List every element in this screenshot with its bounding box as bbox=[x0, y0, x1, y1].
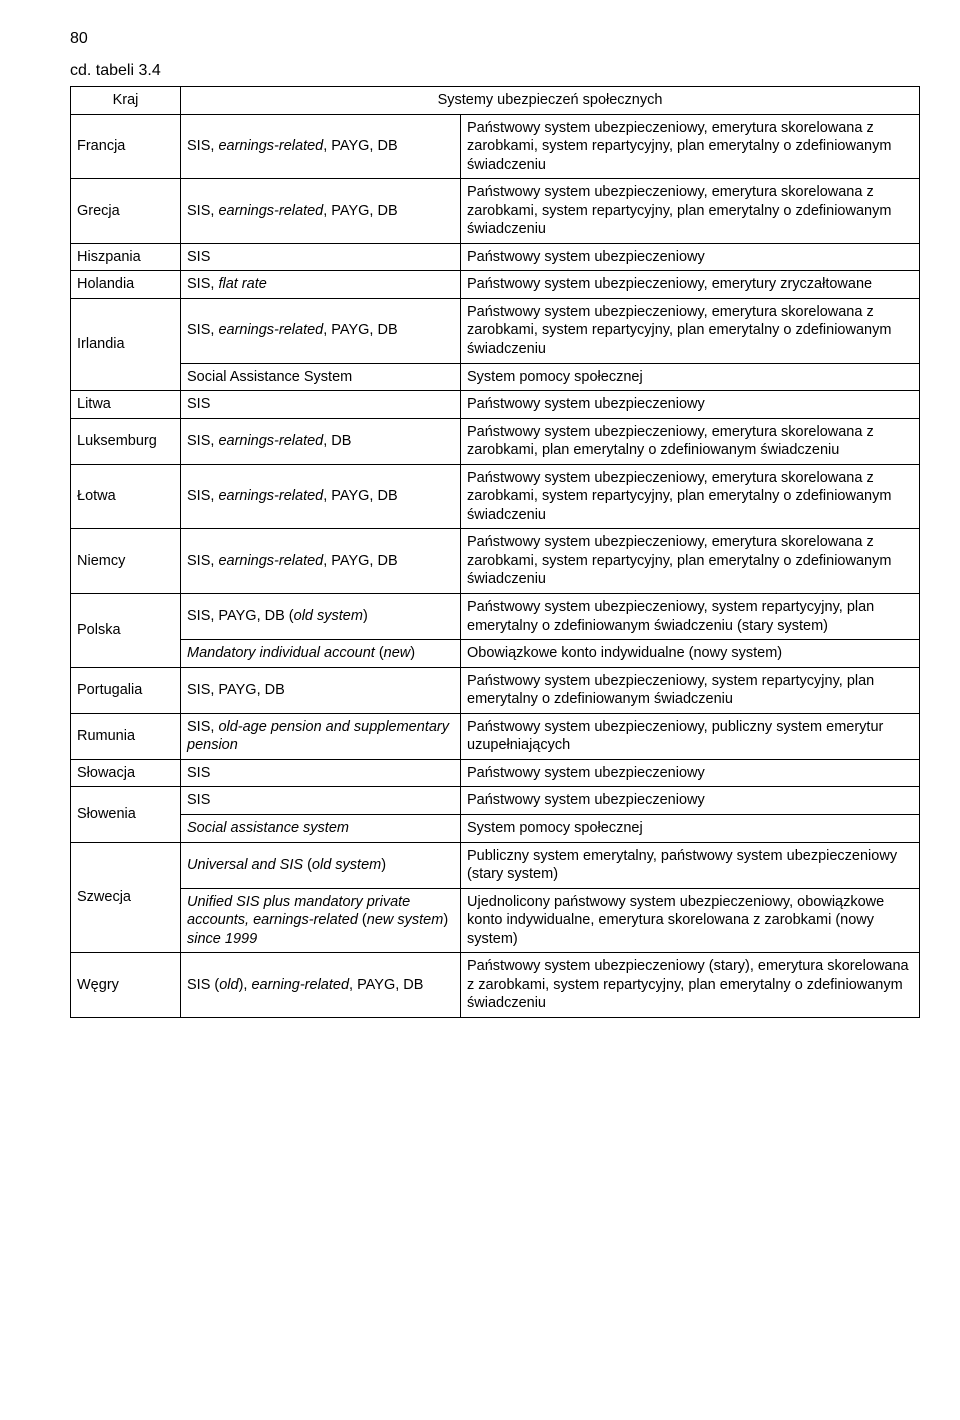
cell-country: Łotwa bbox=[71, 464, 181, 529]
table-row: Social assistance systemSystem pomocy sp… bbox=[71, 814, 920, 842]
table-row: RumuniaSIS, old-age pension and suppleme… bbox=[71, 713, 920, 759]
cell-system: SIS, earnings-related, PAYG, DB bbox=[181, 114, 461, 179]
cell-system: SIS, earnings-related, PAYG, DB bbox=[181, 179, 461, 244]
table-row: HiszpaniaSISPaństwowy system ubezpieczen… bbox=[71, 243, 920, 271]
cell-description: Państwowy system ubezpieczeniowy bbox=[461, 787, 920, 815]
cell-description: Publiczny system emerytalny, państwowy s… bbox=[461, 842, 920, 888]
table-row: PortugaliaSIS, PAYG, DBPaństwowy system … bbox=[71, 667, 920, 713]
header-systems: Systemy ubezpieczeń społecznych bbox=[181, 87, 920, 115]
cell-system: SIS, PAYG, DB bbox=[181, 667, 461, 713]
table-row: ŁotwaSIS, earnings-related, PAYG, DBPańs… bbox=[71, 464, 920, 529]
cell-system: SIS bbox=[181, 391, 461, 419]
cell-country: Portugalia bbox=[71, 667, 181, 713]
table-row: SzwecjaUniversal and SIS (old system)Pub… bbox=[71, 842, 920, 888]
cell-system: SIS, PAYG, DB (old system) bbox=[181, 594, 461, 640]
cell-system: SIS, earnings-related, DB bbox=[181, 418, 461, 464]
cell-description: Państwowy system ubezpieczeniowy, system… bbox=[461, 594, 920, 640]
cell-system: SIS, earnings-related, PAYG, DB bbox=[181, 464, 461, 529]
cell-description: Obowiązkowe konto indywidualne (nowy sys… bbox=[461, 640, 920, 668]
cell-country: Francja bbox=[71, 114, 181, 179]
table-body: FrancjaSIS, earnings-related, PAYG, DBPa… bbox=[71, 114, 920, 1017]
cell-system: Unified SIS plus mandatory private accou… bbox=[181, 888, 461, 953]
cell-description: Państwowy system ubezpieczeniowy, emeryt… bbox=[461, 298, 920, 363]
systems-table: Kraj Systemy ubezpieczeń społecznych Fra… bbox=[70, 86, 920, 1018]
cell-system: Universal and SIS (old system) bbox=[181, 842, 461, 888]
table-row: Social Assistance SystemSystem pomocy sp… bbox=[71, 363, 920, 391]
table-row: Unified SIS plus mandatory private accou… bbox=[71, 888, 920, 953]
table-row: SłowacjaSISPaństwowy system ubezpieczeni… bbox=[71, 759, 920, 787]
cell-description: Ujednolicony państwowy system ubezpiecze… bbox=[461, 888, 920, 953]
page: 80 cd. tabeli 3.4 Kraj Systemy ubezpiecz… bbox=[0, 0, 960, 1420]
cell-description: Państwowy system ubezpieczeniowy, system… bbox=[461, 667, 920, 713]
cell-system: SIS bbox=[181, 759, 461, 787]
cell-system: SIS, earnings-related, PAYG, DB bbox=[181, 529, 461, 594]
cell-description: Państwowy system ubezpieczeniowy bbox=[461, 759, 920, 787]
cell-description: Państwowy system ubezpieczeniowy, emeryt… bbox=[461, 529, 920, 594]
table-row: Mandatory individual account (new)Obowią… bbox=[71, 640, 920, 668]
page-number: 80 bbox=[70, 30, 920, 48]
table-row: FrancjaSIS, earnings-related, PAYG, DBPa… bbox=[71, 114, 920, 179]
cell-system: SIS, old-age pension and supplementary p… bbox=[181, 713, 461, 759]
cell-description: Państwowy system ubezpieczeniowy bbox=[461, 243, 920, 271]
cell-country: Luksemburg bbox=[71, 418, 181, 464]
table-row: LitwaSISPaństwowy system ubezpieczeniowy bbox=[71, 391, 920, 419]
cell-country: Niemcy bbox=[71, 529, 181, 594]
cell-system: SIS, flat rate bbox=[181, 271, 461, 299]
table-row: NiemcySIS, earnings-related, PAYG, DBPań… bbox=[71, 529, 920, 594]
cell-description: Państwowy system ubezpieczeniowy bbox=[461, 391, 920, 419]
cell-description: Państwowy system ubezpieczeniowy, emeryt… bbox=[461, 271, 920, 299]
table-header-row: Kraj Systemy ubezpieczeń społecznych bbox=[71, 87, 920, 115]
cell-country: Litwa bbox=[71, 391, 181, 419]
table-row: GrecjaSIS, earnings-related, PAYG, DBPań… bbox=[71, 179, 920, 244]
cell-system: Social Assistance System bbox=[181, 363, 461, 391]
cell-system: Social assistance system bbox=[181, 814, 461, 842]
cell-description: Państwowy system ubezpieczeniowy, public… bbox=[461, 713, 920, 759]
cell-system: Mandatory individual account (new) bbox=[181, 640, 461, 668]
cell-country: Słowacja bbox=[71, 759, 181, 787]
cell-description: System pomocy społecznej bbox=[461, 363, 920, 391]
table-row: LuksemburgSIS, earnings-related, DBPańst… bbox=[71, 418, 920, 464]
cell-country: Słowenia bbox=[71, 787, 181, 842]
cell-country: Węgry bbox=[71, 953, 181, 1018]
cell-country: Rumunia bbox=[71, 713, 181, 759]
cell-system: SIS, earnings-related, PAYG, DB bbox=[181, 298, 461, 363]
cell-description: Państwowy system ubezpieczeniowy, emeryt… bbox=[461, 418, 920, 464]
cell-country: Szwecja bbox=[71, 842, 181, 953]
cell-system: SIS bbox=[181, 787, 461, 815]
table-row: HolandiaSIS, flat ratePaństwowy system u… bbox=[71, 271, 920, 299]
table-row: WęgrySIS (old), earning-related, PAYG, D… bbox=[71, 953, 920, 1018]
table-row: IrlandiaSIS, earnings-related, PAYG, DBP… bbox=[71, 298, 920, 363]
table-caption: cd. tabeli 3.4 bbox=[70, 62, 920, 80]
cell-description: System pomocy społecznej bbox=[461, 814, 920, 842]
cell-description: Państwowy system ubezpieczeniowy, emeryt… bbox=[461, 114, 920, 179]
table-row: PolskaSIS, PAYG, DB (old system)Państwow… bbox=[71, 594, 920, 640]
cell-description: Państwowy system ubezpieczeniowy, emeryt… bbox=[461, 179, 920, 244]
cell-system: SIS (old), earning-related, PAYG, DB bbox=[181, 953, 461, 1018]
cell-country: Irlandia bbox=[71, 298, 181, 390]
cell-country: Holandia bbox=[71, 271, 181, 299]
cell-system: SIS bbox=[181, 243, 461, 271]
cell-country: Hiszpania bbox=[71, 243, 181, 271]
cell-country: Grecja bbox=[71, 179, 181, 244]
cell-country: Polska bbox=[71, 594, 181, 668]
header-country: Kraj bbox=[71, 87, 181, 115]
table-row: SłoweniaSISPaństwowy system ubezpieczeni… bbox=[71, 787, 920, 815]
cell-description: Państwowy system ubezpieczeniowy (stary)… bbox=[461, 953, 920, 1018]
cell-description: Państwowy system ubezpieczeniowy, emeryt… bbox=[461, 464, 920, 529]
